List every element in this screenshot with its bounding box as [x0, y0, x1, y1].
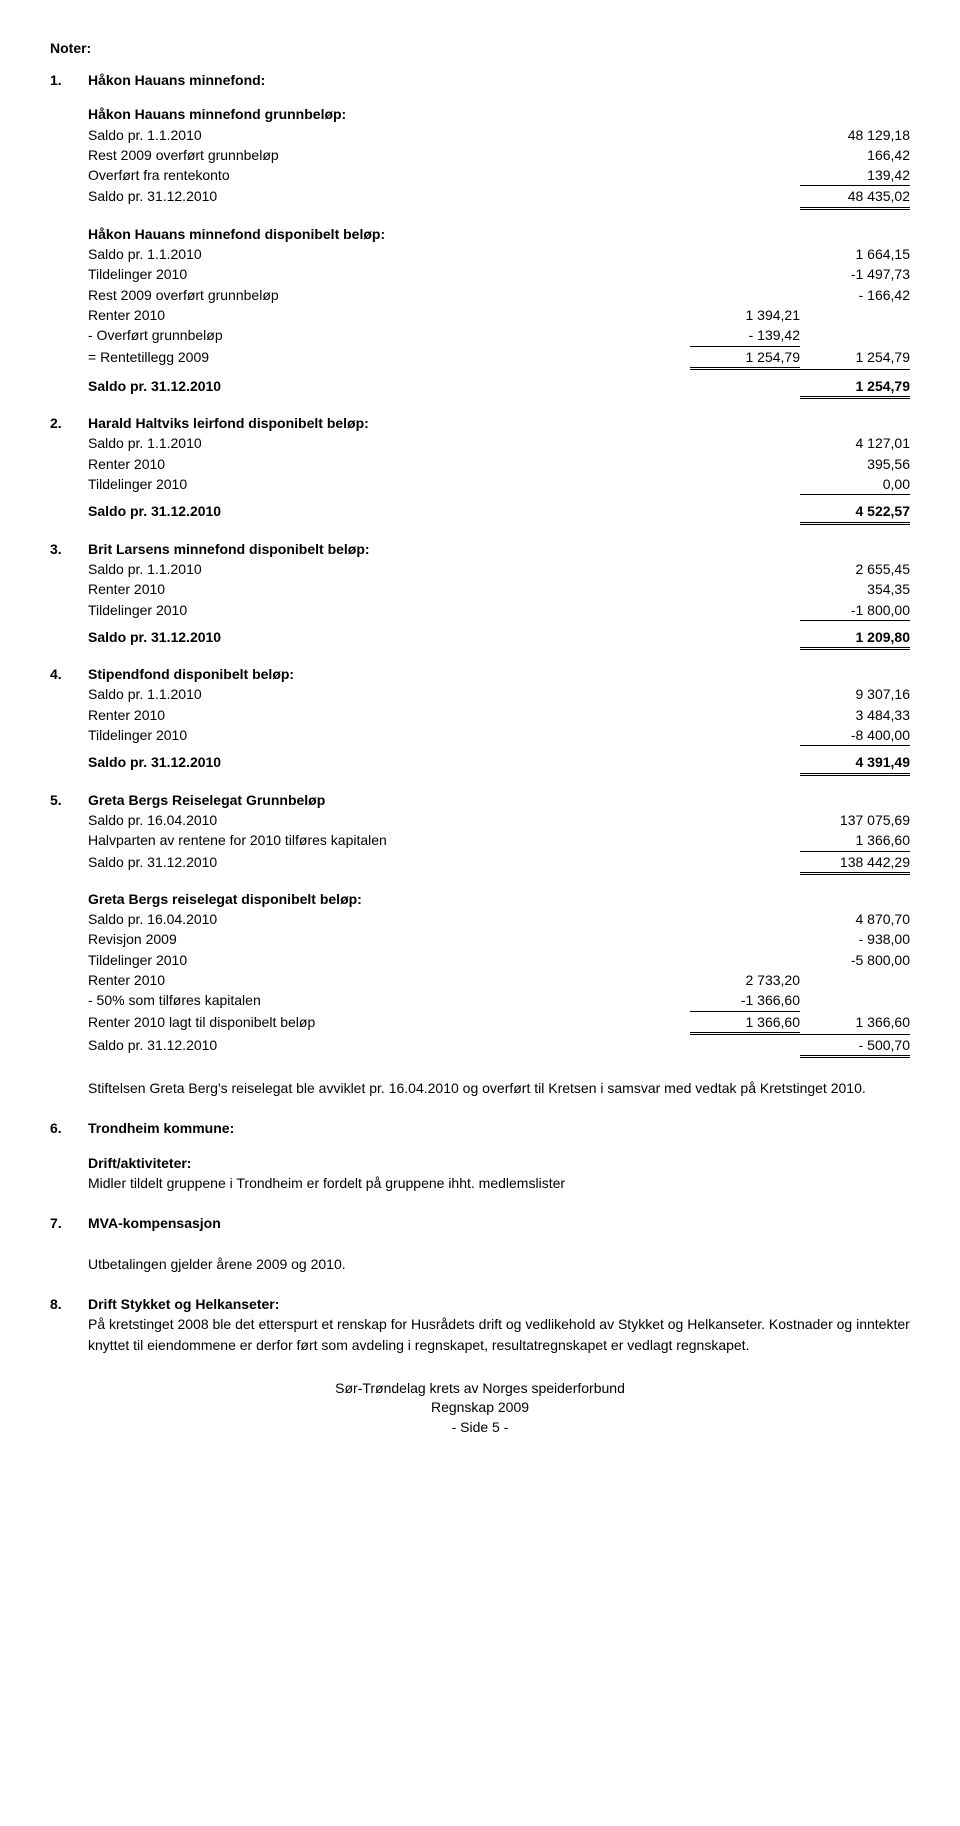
row-label: Saldo pr. 1.1.2010 — [88, 244, 690, 264]
note-number-3: 3. — [50, 539, 88, 559]
row-value: 3 484,33 — [800, 705, 910, 725]
row-label: Saldo pr. 31.12.2010 — [88, 627, 690, 650]
row-label: = Rentetillegg 2009 — [88, 347, 690, 370]
row-value: -8 400,00 — [800, 725, 910, 746]
row-label: Halvparten av rentene for 2010 tilføres … — [88, 830, 690, 851]
row-value: 1 254,79 — [800, 347, 910, 370]
row-mid: 1 366,60 — [690, 1012, 800, 1035]
note-number-5: 5. — [50, 790, 88, 810]
row-label: - 50% som tilføres kapitalen — [88, 990, 690, 1011]
note-number-1: 1. — [50, 70, 88, 90]
section6-paragraph: Midler tildelt gruppene i Trondheim er f… — [88, 1173, 910, 1193]
row-value: 395,56 — [800, 454, 910, 474]
row-label: Rest 2009 overført grunnbeløp — [88, 285, 690, 305]
row-value: 1 366,60 — [800, 1012, 910, 1035]
row-label: Saldo pr. 31.12.2010 — [88, 1035, 690, 1058]
row-label: Saldo pr. 1.1.2010 — [88, 559, 690, 579]
note-title-4: Stipendfond disponibelt beløp: — [88, 664, 910, 684]
row-label: Renter 2010 lagt til disponibelt beløp — [88, 1012, 690, 1035]
row-value: 1 366,60 — [800, 830, 910, 851]
row-value: 1 254,79 — [800, 376, 910, 399]
section8-paragraph: På kretstinget 2008 ble det etterspurt e… — [88, 1314, 910, 1355]
row-mid: - 139,42 — [690, 325, 800, 346]
note-number-2: 2. — [50, 413, 88, 433]
row-label: Renter 2010 — [88, 579, 690, 599]
section7-paragraph: Utbetalingen gjelder årene 2009 og 2010. — [88, 1254, 910, 1274]
note-title-6: Trondheim kommune: — [88, 1118, 910, 1138]
block-title: Greta Bergs reiselegat disponibelt beløp… — [88, 889, 910, 909]
note-number-7: 7. — [50, 1213, 88, 1233]
note-number-4: 4. — [50, 664, 88, 684]
block-title: Håkon Hauans minnefond grunnbeløp: — [88, 104, 910, 124]
noter-heading: Noter: — [50, 40, 910, 56]
row-label: Saldo pr. 31.12.2010 — [88, 501, 690, 524]
section5-paragraph: Stiftelsen Greta Berg's reiselegat ble a… — [88, 1078, 910, 1098]
row-label: Saldo pr. 1.1.2010 — [88, 684, 690, 704]
row-label: Saldo pr. 31.12.2010 — [88, 186, 690, 209]
row-value: 4 391,49 — [800, 752, 910, 775]
row-label: Renter 2010 — [88, 305, 690, 325]
footer-line-3: - Side 5 - — [50, 1418, 910, 1438]
row-mid: 1 254,79 — [690, 347, 800, 370]
row-value: 1 664,15 — [800, 244, 910, 264]
row-value: 9 307,16 — [800, 684, 910, 704]
row-value: 138 442,29 — [800, 852, 910, 875]
note-title-3: Brit Larsens minnefond disponibelt beløp… — [88, 539, 910, 559]
note-title-1: Håkon Hauans minnefond: — [88, 70, 910, 90]
note-title-2: Harald Haltviks leirfond disponibelt bel… — [88, 413, 910, 433]
row-value: 1 209,80 — [800, 627, 910, 650]
row-mid: 1 394,21 — [690, 305, 800, 325]
row-label: Tildelinger 2010 — [88, 474, 690, 495]
row-label: Tildelinger 2010 — [88, 264, 690, 284]
footer-line-1: Sør-Trøndelag krets av Norges speiderfor… — [50, 1379, 910, 1399]
note-title-7: MVA-kompensasjon — [88, 1213, 910, 1233]
note-number-8: 8. — [50, 1294, 88, 1314]
note-number-6: 6. — [50, 1118, 88, 1138]
row-value: -1 800,00 — [800, 600, 910, 621]
row-label: Overført fra rentekonto — [88, 165, 690, 186]
block-title: Håkon Hauans minnefond disponibelt beløp… — [88, 224, 910, 244]
row-value: - 938,00 — [800, 929, 910, 949]
note-title-8: Drift Stykket og Helkanseter: — [88, 1294, 910, 1314]
row-value: - 166,42 — [800, 285, 910, 305]
row-label: Tildelinger 2010 — [88, 600, 690, 621]
row-label: Saldo pr. 31.12.2010 — [88, 376, 690, 399]
row-value: 48 435,02 — [800, 186, 910, 209]
row-value: -1 497,73 — [800, 264, 910, 284]
row-label: Saldo pr. 1.1.2010 — [88, 433, 690, 453]
row-label: Renter 2010 — [88, 705, 690, 725]
row-label: Renter 2010 — [88, 454, 690, 474]
row-label: Tildelinger 2010 — [88, 725, 690, 746]
note-title-5: Greta Bergs Reiselegat Grunnbeløp — [88, 790, 910, 810]
footer-line-2: Regnskap 2009 — [50, 1398, 910, 1418]
row-label: - Overført grunnbeløp — [88, 325, 690, 346]
row-value: 4 870,70 — [800, 909, 910, 929]
row-mid: 2 733,20 — [690, 970, 800, 990]
row-value: 166,42 — [800, 145, 910, 165]
row-value: 4 522,57 — [800, 501, 910, 524]
row-value: 0,00 — [800, 474, 910, 495]
row-mid: -1 366,60 — [690, 990, 800, 1011]
row-value: -5 800,00 — [800, 950, 910, 970]
row-value: 139,42 — [800, 165, 910, 186]
row-label: Rest 2009 overført grunnbeløp — [88, 145, 690, 165]
row-label: Tildelinger 2010 — [88, 950, 690, 970]
row-value: - 500,70 — [800, 1035, 910, 1058]
subheading: Drift/aktiviteter: — [88, 1153, 910, 1173]
row-value: 2 655,45 — [800, 559, 910, 579]
row-label: Saldo pr. 16.04.2010 — [88, 909, 690, 929]
row-value: 354,35 — [800, 579, 910, 599]
row-value: 137 075,69 — [800, 810, 910, 830]
row-value: 4 127,01 — [800, 433, 910, 453]
row-value: 48 129,18 — [800, 125, 910, 145]
row-label: Saldo pr. 1.1.2010 — [88, 125, 690, 145]
row-label: Saldo pr. 31.12.2010 — [88, 752, 690, 775]
row-label: Saldo pr. 31.12.2010 — [88, 852, 690, 875]
row-label: Renter 2010 — [88, 970, 690, 990]
row-label: Revisjon 2009 — [88, 929, 690, 949]
row-label: Saldo pr. 16.04.2010 — [88, 810, 690, 830]
